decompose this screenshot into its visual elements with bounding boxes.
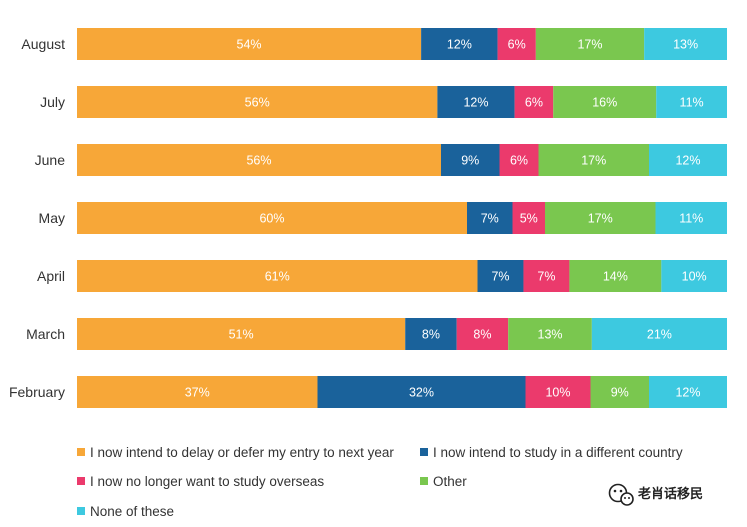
bar-march-series-4 xyxy=(591,318,727,350)
legend-label-1: I now intend to study in a different cou… xyxy=(433,445,683,460)
bar-august-series-4 xyxy=(644,28,727,60)
data-label-july-series-4: 11% xyxy=(680,96,704,110)
data-label-july-series-3: 16% xyxy=(592,96,617,110)
bar-june-series-4 xyxy=(649,144,727,176)
bar-february-series-0 xyxy=(77,376,318,408)
data-label-may-series-2: 5% xyxy=(520,212,538,226)
bar-april-series-0 xyxy=(77,260,478,292)
data-label-august-series-0: 54% xyxy=(237,38,262,52)
data-label-august-series-4: 13% xyxy=(673,38,698,52)
bar-june-series-0 xyxy=(77,144,441,176)
data-label-june-series-4: 12% xyxy=(675,154,700,168)
legend-swatch-0 xyxy=(77,448,85,456)
bar-june-series-3 xyxy=(538,144,649,176)
data-label-may-series-1: 7% xyxy=(481,212,499,226)
bars-group: 54% 12% 6% 17% 13% 56% 12% 6% 16% 11% 56% 9% 6% 17% 12… xyxy=(77,28,727,408)
data-label-february-series-3: 9% xyxy=(611,386,629,400)
legend-swatch-2 xyxy=(77,477,85,485)
data-label-may-series-4: 11% xyxy=(679,212,703,226)
data-label-march-series-1: 8% xyxy=(422,328,440,342)
bar-april-series-4 xyxy=(661,260,727,292)
bar-march-series-3 xyxy=(508,318,592,350)
bar-may-series-4 xyxy=(655,202,727,234)
data-label-april-series-3: 14% xyxy=(603,270,628,284)
bar-february-series-1 xyxy=(317,376,526,408)
category-label-march: March xyxy=(26,326,65,342)
category-label-june: June xyxy=(35,152,66,168)
bar-july-series-0 xyxy=(77,86,438,118)
bar-july-series-3 xyxy=(553,86,657,118)
bar-march-series-1 xyxy=(405,318,457,350)
bar-april-series-3 xyxy=(569,260,662,292)
data-label-july-series-2: 6% xyxy=(525,96,543,110)
watermark-text: 老肖话移民 xyxy=(637,486,703,501)
bar-june-series-1 xyxy=(441,144,500,176)
category-label-august: August xyxy=(21,36,65,52)
data-label-june-series-0: 56% xyxy=(246,154,271,168)
data-label-february-series-4: 12% xyxy=(675,386,700,400)
data-label-june-series-1: 9% xyxy=(461,154,479,168)
bar-may-series-3 xyxy=(545,202,656,234)
data-label-july-series-1: 12% xyxy=(463,96,488,110)
legend-label-2: I now no longer want to study overseas xyxy=(90,474,324,489)
bar-august-series-1 xyxy=(421,28,498,60)
watermark: 老肖话移民 xyxy=(608,483,703,506)
legend-swatch-1 xyxy=(420,448,428,456)
legend-label-4: None of these xyxy=(90,504,174,519)
bar-july-series-2 xyxy=(514,86,554,118)
bar-april-series-1 xyxy=(477,260,524,292)
data-label-july-series-0: 56% xyxy=(245,96,270,110)
data-label-february-series-2: 10% xyxy=(545,386,570,400)
data-label-august-series-2: 6% xyxy=(508,38,526,52)
category-label-july: July xyxy=(40,94,65,110)
legend-swatch-3 xyxy=(420,477,428,485)
data-label-june-series-3: 17% xyxy=(581,154,606,168)
bar-august-series-2 xyxy=(497,28,536,60)
data-label-may-series-0: 60% xyxy=(259,212,284,226)
legend-swatch-4 xyxy=(77,507,85,515)
data-label-april-series-0: 61% xyxy=(265,270,290,284)
bar-august-series-0 xyxy=(77,28,422,60)
bar-april-series-2 xyxy=(523,260,570,292)
category-label-april: April xyxy=(37,268,65,284)
category-label-february: February xyxy=(9,384,65,400)
data-label-march-series-3: 13% xyxy=(538,328,563,342)
bar-february-series-3 xyxy=(590,376,649,408)
bar-february-series-2 xyxy=(525,376,591,408)
category-labels: August July June May April March February xyxy=(9,36,65,400)
bar-july-series-4 xyxy=(656,86,727,118)
bar-may-series-2 xyxy=(512,202,545,234)
bar-may-series-1 xyxy=(467,202,513,234)
bar-may-series-0 xyxy=(77,202,467,234)
data-label-march-series-4: 21% xyxy=(647,328,672,342)
bar-july-series-1 xyxy=(437,86,515,118)
data-label-march-series-2: 8% xyxy=(473,328,491,342)
data-label-april-series-1: 7% xyxy=(491,270,509,284)
bar-february-series-4 xyxy=(649,376,727,408)
data-label-february-series-0: 37% xyxy=(185,386,210,400)
data-label-august-series-1: 12% xyxy=(447,38,472,52)
legend: I now intend to delay or defer my entry … xyxy=(77,445,683,519)
legend-label-0: I now intend to delay or defer my entry … xyxy=(90,445,394,460)
bar-june-series-2 xyxy=(499,144,539,176)
data-label-april-series-4: 10% xyxy=(682,270,707,284)
bar-march-series-0 xyxy=(77,318,406,350)
bar-august-series-3 xyxy=(535,28,645,60)
data-label-may-series-3: 17% xyxy=(588,212,613,226)
data-label-april-series-2: 7% xyxy=(537,270,555,284)
category-label-may: May xyxy=(39,210,65,226)
data-label-june-series-2: 6% xyxy=(510,154,528,168)
bar-march-series-2 xyxy=(456,318,509,350)
data-label-february-series-1: 32% xyxy=(409,386,434,400)
wechat-icon xyxy=(608,483,634,506)
data-label-march-series-0: 51% xyxy=(229,328,254,342)
legend-label-3: Other xyxy=(433,474,467,489)
data-label-august-series-3: 17% xyxy=(577,38,602,52)
